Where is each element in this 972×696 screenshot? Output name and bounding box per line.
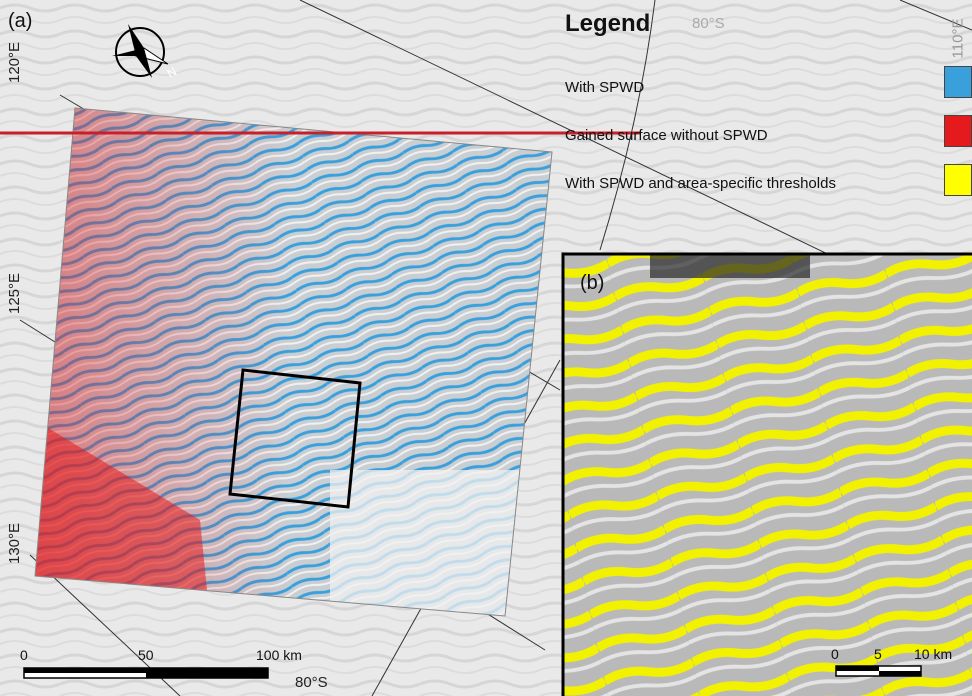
legend-swatch-yellow — [944, 164, 972, 196]
scale-a-tick-100: 100 km — [256, 647, 302, 663]
panel-label-b: (b) — [580, 272, 605, 294]
lon-label-110: 110°E — [949, 18, 967, 59]
legend-label-area-specific: With SPWD and area-specific thresholds — [565, 175, 836, 192]
panel-a-frame — [34, 107, 553, 617]
legend-label-gained-surface: Gained surface without SPWD — [565, 127, 768, 144]
lat-label-bottom: 80°S — [295, 674, 328, 691]
panel-a-image — [35, 108, 552, 616]
legend-swatch-red — [944, 115, 972, 147]
scale-b-tick-10: 10 km — [914, 646, 953, 662]
panel-label-a: (a) — [8, 10, 33, 32]
scale-a-tick-0: 0 — [20, 647, 28, 663]
legend-swatch-blue — [944, 66, 972, 98]
legend-title: Legend — [565, 10, 651, 37]
legend-label-with-spwd: With SPWD — [565, 79, 645, 96]
panel-b-image — [564, 254, 972, 696]
scale-a-tick-50: 50 — [138, 647, 154, 663]
scale-b-tick-0: 0 — [831, 646, 839, 662]
scale-bar-b — [835, 665, 922, 677]
panel-b-frame — [561, 252, 972, 696]
lat-label-top: 80°S — [692, 15, 725, 32]
lon-label-125: 125°E — [6, 272, 24, 315]
scale-bar-a — [23, 667, 269, 679]
scale-b-tick-5: 5 — [874, 646, 882, 662]
lon-label-120: 120°E — [6, 41, 24, 84]
inset-box — [228, 368, 362, 509]
lon-label-130: 130°E — [6, 522, 24, 565]
